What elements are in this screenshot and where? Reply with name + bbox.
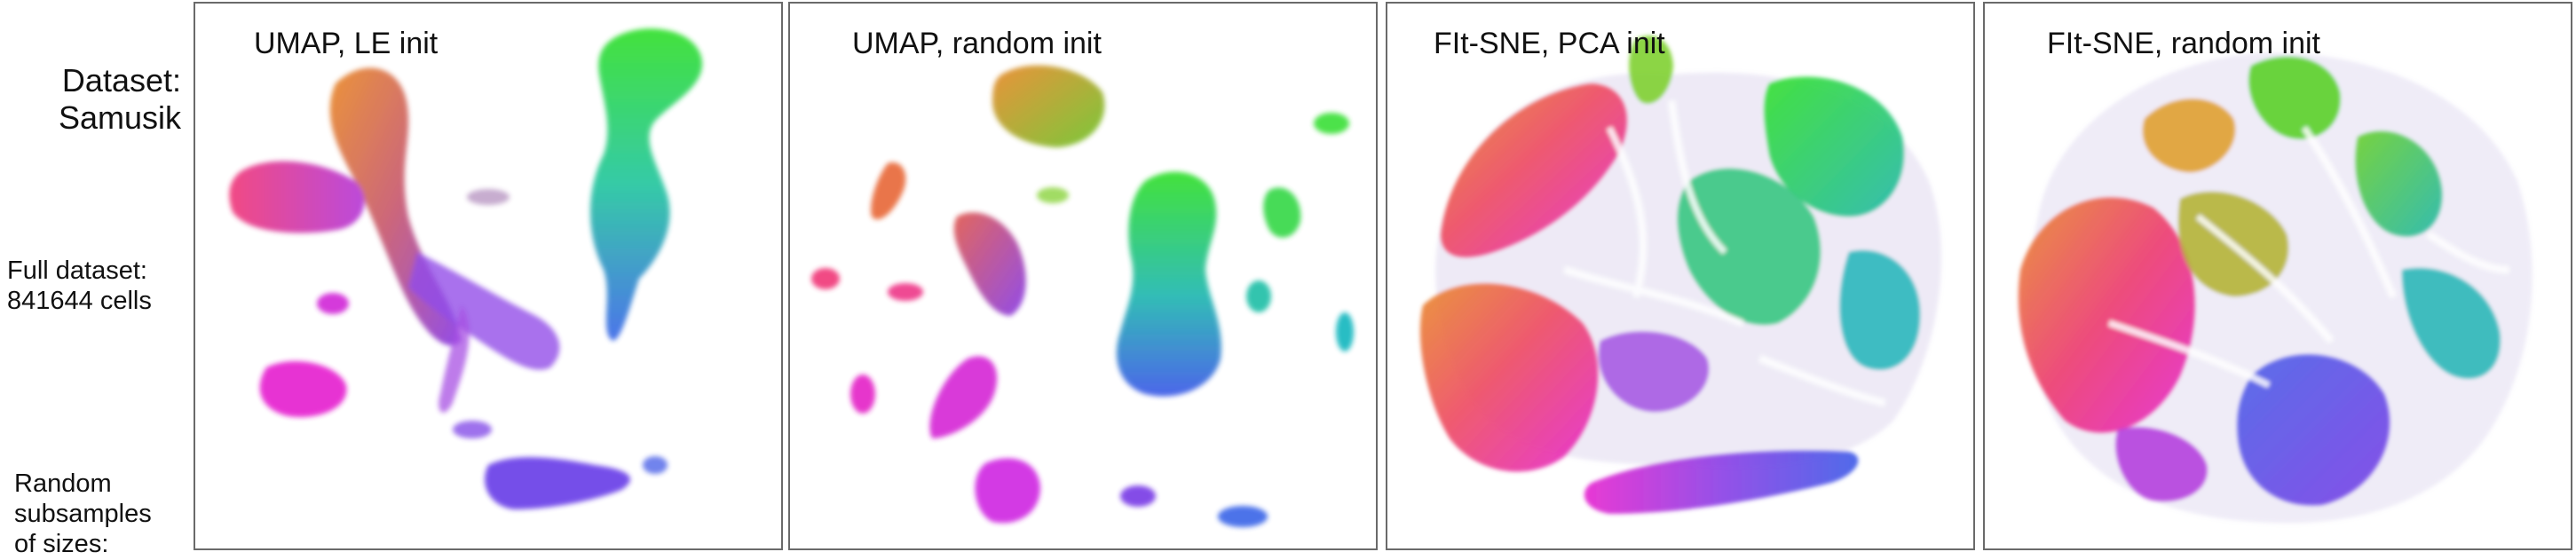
cluster-magenta xyxy=(259,360,347,417)
cluster-green-right xyxy=(1263,187,1301,238)
embedding-plot xyxy=(229,28,703,509)
cluster-pink-left xyxy=(2018,197,2195,433)
cluster-violet-middle xyxy=(1599,331,1709,412)
cluster-top-orange-green xyxy=(992,65,1105,147)
cluster-magenta-arm xyxy=(929,356,998,438)
cluster-bottom-violet xyxy=(485,457,630,509)
panel-umap-random-init: UMAP, random init xyxy=(788,2,1378,550)
cluster-pink-left xyxy=(811,268,840,289)
cluster-violet-bottom xyxy=(1120,485,1156,507)
cluster-orange-small xyxy=(871,162,906,220)
panel-fitsne-random-init: FIt-SNE, random init xyxy=(1983,2,2572,550)
cluster-green-right xyxy=(1764,76,1904,217)
embedding-plot xyxy=(1419,35,1942,514)
cluster-green-column xyxy=(590,28,703,341)
panel-umap-le-init: UMAP, LE init xyxy=(194,2,783,550)
random-subsamples-label-line2: subsamples xyxy=(14,500,152,529)
cluster-teal-box xyxy=(1246,280,1271,312)
random-subsamples-label-line3: of sizes: xyxy=(14,530,109,559)
cluster-green-topright xyxy=(1314,113,1349,134)
cluster-violet-bottom xyxy=(2115,427,2208,501)
embedding-plot xyxy=(811,65,1354,527)
embedding-plot xyxy=(2018,52,2533,524)
cluster-purple-arm xyxy=(408,252,560,370)
panel-title: FIt-SNE, random init xyxy=(2047,27,2320,60)
full-dataset-label-line2: 841644 cells xyxy=(7,287,152,316)
cluster-pink-small xyxy=(888,283,923,301)
panel-title: FIt-SNE, PCA init xyxy=(1434,27,1665,60)
dataset-label: Dataset: Samusik xyxy=(12,62,181,138)
random-subsamples-label-line1: Random xyxy=(14,469,112,498)
dataset-label-line2: Samusik xyxy=(58,99,181,137)
cluster-orange-left xyxy=(1441,83,1627,257)
panel-title: UMAP, LE init xyxy=(254,27,439,60)
cluster-green-right xyxy=(2355,130,2443,237)
cluster-green-top xyxy=(2248,57,2341,139)
cluster-green-center xyxy=(1677,168,1821,325)
cluster-blue-bottom xyxy=(1218,506,1268,527)
full-dataset-label-line1: Full dataset: xyxy=(7,256,147,285)
panel-fitsne-pca-init: FIt-SNE, PCA init xyxy=(1386,2,1975,550)
cluster-magenta-left xyxy=(850,375,875,414)
cluster-magenta-bottom xyxy=(975,458,1040,524)
cluster-teal-right xyxy=(1839,250,1920,370)
dataset-label-line1: Dataset: xyxy=(61,62,181,99)
random-subsamples-label: Random subsamples of sizes: xyxy=(14,469,183,560)
cluster-orange-elongated xyxy=(953,212,1026,316)
cluster-blue-bottom xyxy=(2237,354,2390,506)
cluster-top-green-small xyxy=(1629,35,1673,104)
cluster-small-magenta xyxy=(317,293,349,314)
cluster-green-column xyxy=(1116,171,1221,397)
panel-title: UMAP, random init xyxy=(852,27,1102,60)
cluster-left-pink xyxy=(229,161,365,233)
cluster-teal-right xyxy=(1336,312,1354,351)
full-dataset-label: Full dataset: 841644 cells xyxy=(7,256,176,316)
cluster-pink-bottom-left xyxy=(1419,283,1599,472)
cluster-teal-band xyxy=(2402,268,2501,379)
cluster-orange-top xyxy=(2143,99,2235,172)
cluster-bottom-band xyxy=(1584,450,1859,514)
